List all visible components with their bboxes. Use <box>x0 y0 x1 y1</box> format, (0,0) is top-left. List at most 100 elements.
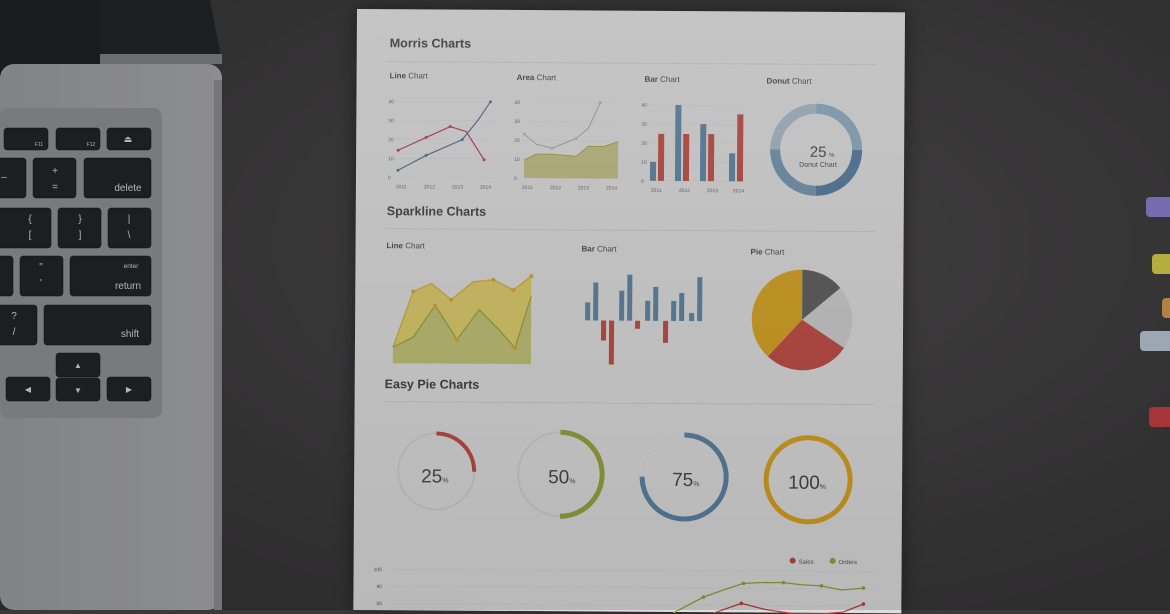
key-right <box>106 376 152 402</box>
morris-donut-label: Donut Chart <box>766 76 812 86</box>
bottom-ytick-2: 80 <box>376 601 382 607</box>
key-label-brace-open: { <box>28 214 32 225</box>
sparkline-pie-chart <box>751 269 853 371</box>
marker-purple <box>1146 197 1170 217</box>
bottom-ytick-1: 90 <box>376 584 382 590</box>
mac-xtick-0: 2011 <box>522 185 533 191</box>
easy-pie-25-label: 25% <box>421 466 449 488</box>
easy-pie-rule <box>384 401 875 406</box>
key-label-minus: – <box>1 172 7 183</box>
sparkline-pie-label: Pie Chart <box>750 247 785 257</box>
key-label-plus: + <box>52 166 58 177</box>
key-f10 <box>3 127 49 151</box>
sparkline-title: Sparkline Charts <box>386 204 487 219</box>
mbc-ytick-0: 40 <box>641 103 647 109</box>
svg-text:◀: ◀ <box>25 385 32 394</box>
key-label-bracket-close: ] <box>79 230 82 241</box>
bottom-orders-line <box>673 581 864 614</box>
mbc-bar-2012-a <box>674 104 682 181</box>
morris-donut-chart: 25 % Donut Chart <box>770 103 863 196</box>
mbc-xtick-2: 2013 <box>707 188 718 194</box>
key-eject <box>106 127 152 151</box>
pie-slice-red <box>767 319 844 371</box>
morris-area-label: Area Chart <box>516 72 557 83</box>
morris-area-chart: 40 30 20 10 0 2011 2012 2013 2014 <box>514 100 621 192</box>
mlc-series-red <box>397 125 485 161</box>
easy-pie-title: Easy Pie Charts <box>384 377 480 392</box>
mbc-bar-2013-a <box>699 124 707 182</box>
mbc-bar-2012-b <box>682 133 690 182</box>
mbc-ytick-4: 0 <box>641 179 644 185</box>
bottom-ytick-0: 100 <box>374 567 383 573</box>
donut-caption: Donut Chart <box>799 162 837 169</box>
mlc-xtick-1: 2012 <box>424 184 435 190</box>
easy-pie-100 <box>763 435 853 525</box>
mlc-xtick-2: 2013 <box>452 185 463 191</box>
legend-orders: Orders <box>839 560 857 566</box>
mbc-bar-2014-a <box>728 153 736 182</box>
sparkline-bar-chart <box>585 274 703 365</box>
sparkline-rule <box>385 228 876 233</box>
key-down <box>55 377 101 402</box>
donut-unit: % <box>829 153 835 159</box>
bottom-sales-line <box>713 602 864 614</box>
mac-xtick-3: 2014 <box>606 186 617 192</box>
morris-title: Morris Charts <box>389 36 472 51</box>
key-label-question: ? <box>11 311 17 322</box>
mac-ytick-3: 10 <box>514 157 520 163</box>
key-shift <box>43 304 152 346</box>
pie-slice-yellow <box>751 269 803 357</box>
mac-xtick-2: 2013 <box>578 185 589 191</box>
mlc-ytick-4: 0 <box>388 175 391 181</box>
key-label-brace-close: } <box>78 214 82 225</box>
key-return <box>69 255 152 297</box>
marker-blue <box>1140 331 1170 351</box>
marker-yellow <box>1152 254 1170 274</box>
mbc-bar-2011-a <box>649 161 657 181</box>
morris-line-label: Line Chart <box>389 71 428 81</box>
mac-ytick-1: 30 <box>514 119 520 125</box>
laptop: F11 F12 ⏏ + = – delete { [ } ] | \ " ' e… <box>0 0 222 610</box>
key-label-enter: enter <box>124 263 140 270</box>
donut-value: 25 <box>810 144 827 161</box>
key-label-f12: F12 <box>87 142 96 148</box>
easy-pie-75-label: 75% <box>672 469 700 492</box>
pie-slice-light <box>802 287 853 348</box>
key-label-pipe: | <box>128 214 131 225</box>
sparkline-line-label: Line Chart <box>386 241 425 251</box>
sparkline-line-chart <box>392 274 534 365</box>
morris-bar-label: Bar Chart <box>644 74 680 84</box>
key-label-apostrophe: ' <box>40 278 42 289</box>
mbc-ytick-3: 10 <box>641 160 647 166</box>
key-label-quote: " <box>39 262 43 273</box>
mbc-bar-2014-b <box>736 114 744 182</box>
legend-sales: Sales <box>799 560 814 566</box>
key-delete <box>83 157 152 199</box>
svg-text:⏏: ⏏ <box>124 134 133 144</box>
sparkline-bar-label: Bar Chart <box>581 244 617 254</box>
key-label-backslash: \ <box>128 230 131 241</box>
mlc-xtick-3: 2014 <box>480 185 491 191</box>
svg-text:▼: ▼ <box>74 386 82 395</box>
easy-pie-50-label: 50% <box>548 467 576 489</box>
easy-pie-100-label: 100% <box>788 472 827 494</box>
mac-ytick-0: 40 <box>514 100 520 106</box>
key-up <box>55 352 101 378</box>
mbc-bar-2013-b <box>707 134 715 182</box>
pie-slice-dark <box>802 269 841 320</box>
spl-area-green <box>392 296 532 365</box>
mac-area-green <box>523 141 619 179</box>
svg-text:▶: ▶ <box>126 385 133 394</box>
morris-bar-chart: 40 30 20 10 0 2011 2012 2013 2014 <box>641 103 748 194</box>
easy-pie-50 <box>517 429 605 519</box>
key-plus <box>32 157 77 199</box>
marker-orange <box>1162 298 1170 318</box>
key-label-return: return <box>115 281 141 292</box>
mbc-bar-2011-b <box>657 133 665 181</box>
mlc-ytick-3: 10 <box>388 156 394 162</box>
mac-ytick-2: 20 <box>514 138 520 144</box>
bottom-line-chart: Sales Orders 100 90 80 <box>374 557 874 614</box>
mlc-ytick-2: 20 <box>388 137 394 143</box>
mlc-xtick-0: 2011 <box>396 184 407 190</box>
mlc-ytick-1: 30 <box>388 118 394 124</box>
